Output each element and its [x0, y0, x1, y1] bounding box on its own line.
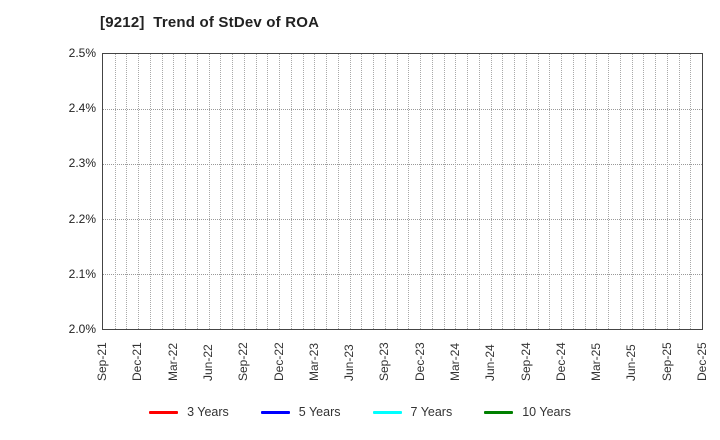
- gridline-v: [349, 54, 351, 329]
- y-tick-label: 2.5%: [68, 46, 96, 60]
- legend-line-swatch: [260, 410, 290, 414]
- gridline-v: [420, 54, 422, 329]
- gridline-v: [396, 54, 398, 329]
- gridline-h: [103, 219, 702, 220]
- plot-area: [102, 53, 703, 330]
- gridline-v: [608, 54, 610, 329]
- legend-label: 3 Years: [187, 405, 229, 419]
- gridline-v: [572, 54, 574, 329]
- x-tick-label: Mar-25: [589, 342, 604, 381]
- gridline-v: [302, 54, 304, 329]
- x-tick-label: Dec-24: [553, 342, 568, 381]
- legend-item: 10 Years: [484, 405, 571, 419]
- gridline-v: [596, 54, 598, 329]
- gridline-v: [502, 54, 504, 329]
- x-tick-label: Sep-23: [377, 342, 392, 381]
- legend-label: 5 Years: [298, 405, 341, 419]
- gridline-v: [537, 54, 539, 329]
- gridline-v: [232, 54, 234, 329]
- gridline-v: [220, 54, 222, 329]
- gridline-v: [290, 54, 292, 329]
- legend-line-swatch: [372, 410, 402, 414]
- gridline-v: [243, 54, 245, 329]
- x-tick-label: Dec-21: [130, 342, 145, 381]
- gridline-v: [408, 54, 410, 329]
- gridline-v: [161, 54, 163, 329]
- gridline-v: [126, 54, 128, 329]
- y-tick-label: 2.2%: [68, 211, 96, 226]
- gridline-v: [384, 54, 386, 329]
- gridline-v: [490, 54, 492, 329]
- gridline-v: [478, 54, 480, 329]
- gridline-v: [619, 54, 621, 329]
- x-tick-label: Mar-24: [447, 342, 462, 381]
- x-tick-label: Jun-25: [624, 344, 639, 381]
- gridline-v: [678, 54, 680, 329]
- gridline-v: [690, 54, 692, 329]
- x-tick-label: Sep-22: [236, 342, 251, 381]
- gridline-h: [103, 164, 702, 165]
- x-tick-label: Jun-24: [483, 344, 498, 381]
- legend: 3 Years 5 Years 7 Years 10 Years: [0, 405, 720, 419]
- x-tick-label: Dec-25: [695, 342, 709, 381]
- gridline-v: [337, 54, 339, 329]
- gridline-v: [185, 54, 187, 329]
- legend-line-swatch: [149, 410, 179, 414]
- gridline-v: [173, 54, 175, 329]
- gridline-v: [443, 54, 445, 329]
- legend-line-swatch: [484, 410, 514, 414]
- x-tick-label: Mar-23: [306, 342, 321, 381]
- gridline-v: [114, 54, 116, 329]
- gridline-v: [314, 54, 316, 329]
- chart-title: [9212] Trend of StDev of ROA: [100, 14, 320, 31]
- gridline-v: [561, 54, 563, 329]
- x-tick-label: Sep-24: [518, 342, 533, 381]
- gridline-v: [655, 54, 657, 329]
- gridline-v: [373, 54, 375, 329]
- gridline-v: [279, 54, 281, 329]
- gridline-v: [584, 54, 586, 329]
- gridline-h: [103, 274, 702, 275]
- x-tick-label: Mar-22: [165, 342, 180, 381]
- gridline-h: [103, 109, 702, 110]
- gridline-v: [196, 54, 198, 329]
- legend-item: 3 Years: [149, 405, 229, 419]
- gridline-v: [149, 54, 151, 329]
- gridline-v: [431, 54, 433, 329]
- y-tick-label: 2.4%: [68, 101, 96, 116]
- y-tick-label: 2.0%: [68, 322, 96, 336]
- x-tick-label: Dec-22: [271, 342, 286, 381]
- x-tick-label: Sep-21: [95, 342, 109, 381]
- legend-item: 5 Years: [260, 405, 341, 419]
- gridline-v: [549, 54, 551, 329]
- gridline-v: [643, 54, 645, 329]
- gridline-v: [361, 54, 363, 329]
- y-tick-label: 2.3%: [68, 156, 96, 171]
- gridline-v: [255, 54, 257, 329]
- gridline-v: [514, 54, 516, 329]
- gridline-v: [208, 54, 210, 329]
- legend-item: 7 Years: [372, 405, 453, 419]
- gridline-v: [455, 54, 457, 329]
- legend-label: 10 Years: [522, 405, 571, 419]
- gridline-v: [267, 54, 269, 329]
- x-tick-label: Jun-22: [200, 344, 215, 381]
- gridline-v: [138, 54, 140, 329]
- gridline-v: [666, 54, 668, 329]
- x-tick-label: Dec-23: [412, 342, 427, 381]
- gridline-v: [326, 54, 328, 329]
- gridline-v: [525, 54, 527, 329]
- gridline-v: [467, 54, 469, 329]
- x-tick-label: Sep-25: [659, 342, 674, 381]
- y-tick-label: 2.1%: [68, 266, 96, 281]
- legend-label: 7 Years: [410, 405, 453, 419]
- x-tick-label: Jun-23: [342, 344, 357, 381]
- gridline-v: [631, 54, 633, 329]
